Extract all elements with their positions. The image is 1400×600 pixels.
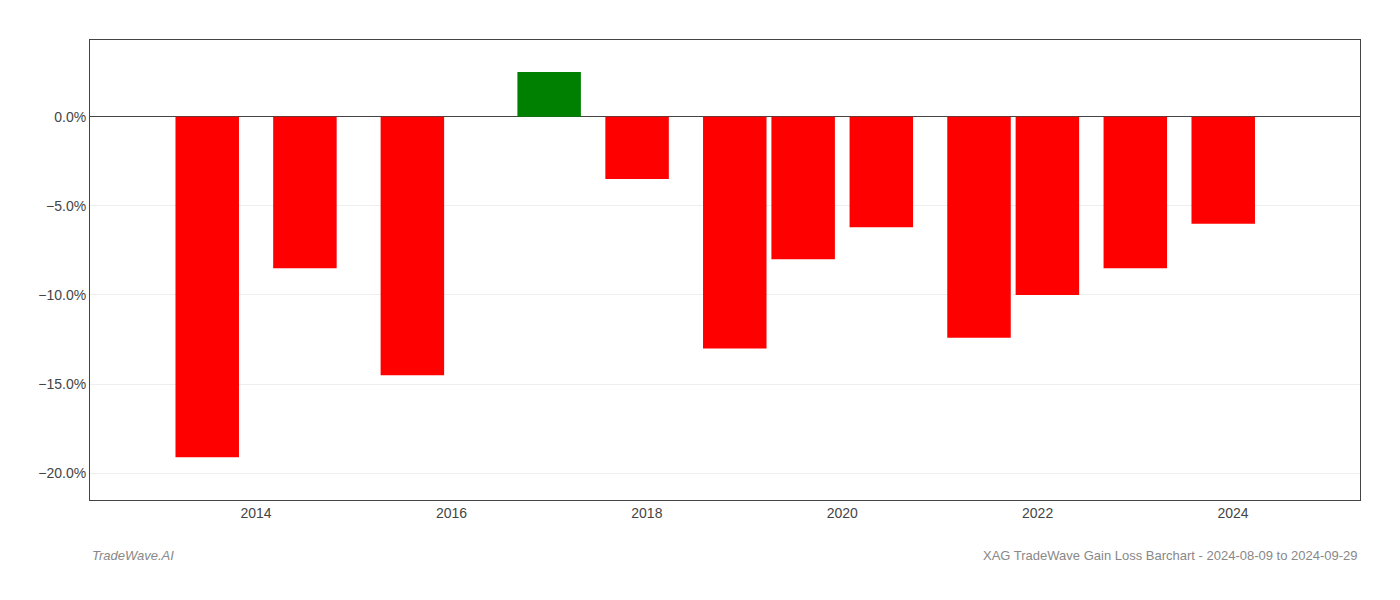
svg-text:0.0%: 0.0%: [54, 109, 86, 125]
svg-text:−20.0%: −20.0%: [38, 465, 86, 481]
svg-text:2024: 2024: [1217, 505, 1248, 521]
svg-text:2016: 2016: [436, 505, 467, 521]
svg-text:TradeWave.AI: TradeWave.AI: [92, 548, 174, 563]
svg-text:2020: 2020: [827, 505, 858, 521]
svg-text:XAG TradeWave Gain Loss Barcha: XAG TradeWave Gain Loss Barchart - 2024-…: [983, 548, 1358, 563]
svg-text:−10.0%: −10.0%: [38, 287, 86, 303]
svg-text:2022: 2022: [1022, 505, 1053, 521]
svg-text:2018: 2018: [631, 505, 662, 521]
svg-text:−5.0%: −5.0%: [46, 198, 86, 214]
svg-text:−15.0%: −15.0%: [38, 376, 86, 392]
svg-text:2014: 2014: [241, 505, 272, 521]
